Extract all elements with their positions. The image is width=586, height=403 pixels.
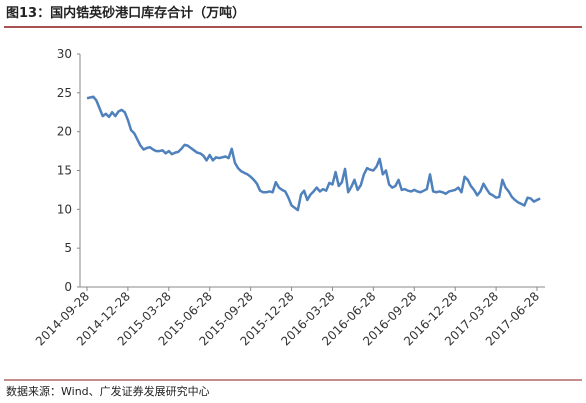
y-tick-label: 10 <box>57 202 72 216</box>
chart-title: 图13：国内锆英砂港口库存合计（万吨） <box>6 5 245 21</box>
data-line <box>86 95 541 212</box>
y-tick-label: 20 <box>57 125 72 139</box>
y-tick-label: 30 <box>57 47 72 61</box>
y-tick-label: 25 <box>57 86 72 100</box>
y-tick-label: 0 <box>64 280 72 294</box>
y-tick-label: 5 <box>64 241 72 255</box>
y-tick-label: 15 <box>57 164 72 178</box>
source: 数据来源：Wind、广发证券发展研究中心 <box>6 384 210 398</box>
